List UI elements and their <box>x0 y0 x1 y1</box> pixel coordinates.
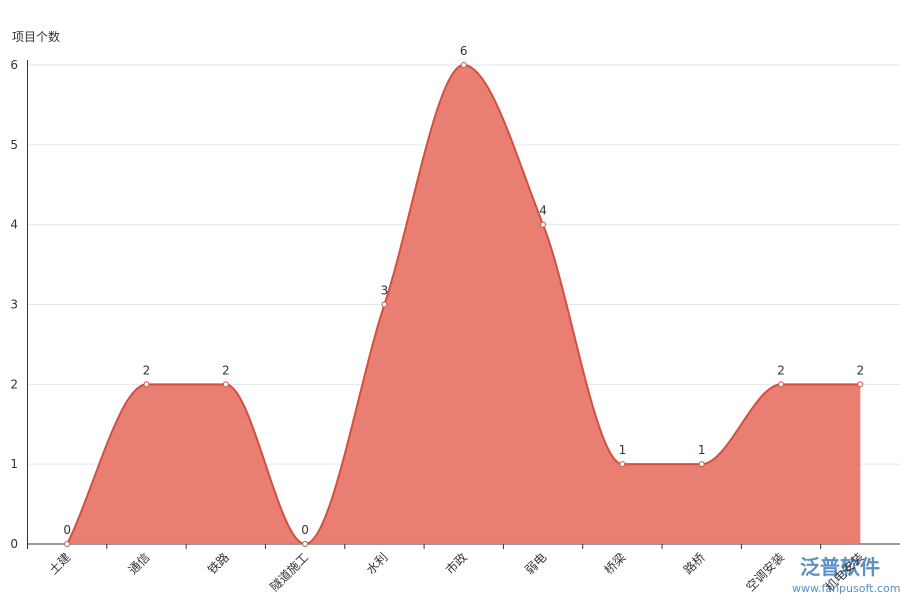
y-tick-label: 0 <box>10 537 18 551</box>
x-tick-label: 弱电 <box>522 550 549 577</box>
watermark-url: www.fanpusoft.com <box>792 582 900 595</box>
value-label: 2 <box>143 363 151 377</box>
x-tick-label: 路桥 <box>680 550 708 578</box>
y-tick-label: 1 <box>10 457 18 471</box>
point <box>222 381 229 388</box>
point <box>302 541 309 547</box>
value-label: 2 <box>857 363 865 377</box>
point <box>381 301 388 308</box>
value-label: 0 <box>63 523 71 537</box>
value-label: 6 <box>460 44 468 58</box>
area <box>67 65 861 544</box>
watermark-brand: 泛普软件 <box>800 555 880 579</box>
x-tick-label: 土建 <box>46 550 73 577</box>
point <box>540 221 547 228</box>
point <box>857 381 864 388</box>
x-tick-label: 市政 <box>442 550 470 578</box>
y-tick-label: 5 <box>10 138 18 152</box>
value-label: 2 <box>777 363 785 377</box>
value-label: 1 <box>619 443 627 457</box>
x-tick-label: 桥梁 <box>601 550 629 578</box>
x-tick-label: 通信 <box>126 550 153 577</box>
point <box>778 381 785 388</box>
point <box>460 62 467 68</box>
point <box>619 461 626 468</box>
y-tick-label: 4 <box>10 218 18 232</box>
value-label: 0 <box>301 523 309 537</box>
y-tick-label: 2 <box>10 377 18 391</box>
y-tick-label: 3 <box>10 298 18 312</box>
y-axis-label: 项目个数 <box>12 29 60 44</box>
y-tick-label: 6 <box>10 58 18 72</box>
point <box>698 461 705 468</box>
x-tick-label: 铁路 <box>204 550 232 578</box>
value-label: 1 <box>698 443 706 457</box>
x-tick-label: 隧道施工 <box>267 550 312 595</box>
point <box>143 381 150 388</box>
point <box>64 541 71 547</box>
value-label: 2 <box>222 363 230 377</box>
x-tick-label: 空调安装 <box>743 550 788 595</box>
x-tick-label: 水利 <box>364 550 391 577</box>
value-label: 4 <box>539 204 547 218</box>
value-label: 3 <box>381 284 389 298</box>
